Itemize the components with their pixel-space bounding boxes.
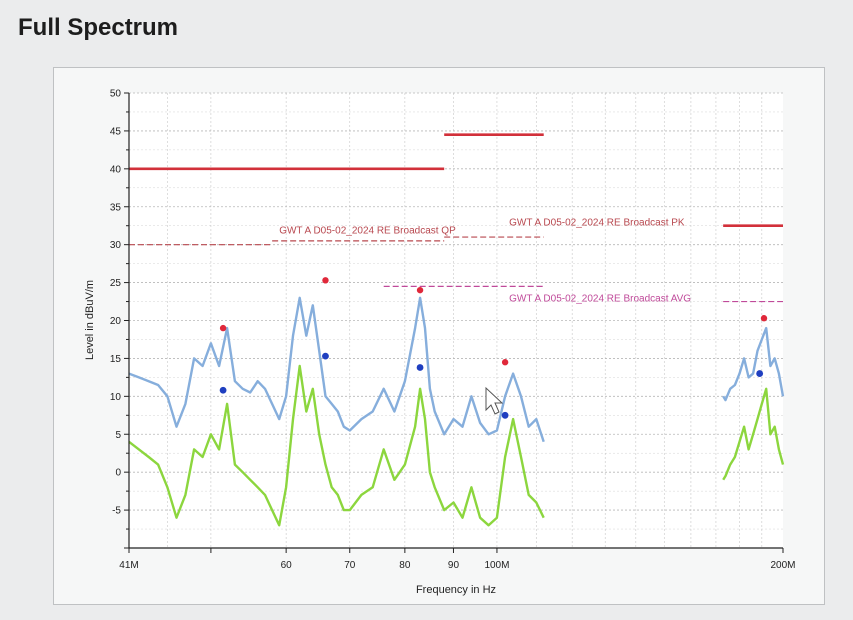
- grid: [129, 92, 783, 549]
- limit-lines: [129, 133, 783, 303]
- average-marker: [416, 364, 424, 371]
- plot-area: [129, 93, 783, 548]
- peak-marker: [416, 286, 424, 294]
- y-tick-label: -5: [112, 506, 121, 517]
- x-tick-label: 100M: [484, 560, 509, 571]
- y-tick-label: 40: [110, 164, 122, 175]
- y-tick-label: 45: [110, 126, 122, 137]
- x-axis-title: Frequency in Hz: [416, 584, 496, 596]
- y-axis-title: Level in dBuV/m: [84, 280, 96, 360]
- average-trace: [128, 364, 545, 527]
- y-tick-label: 10: [110, 392, 122, 403]
- y-tick-label: 15: [110, 354, 122, 365]
- x-tick-label: 200M: [770, 560, 795, 571]
- average-trace: [722, 387, 785, 481]
- x-tick-label: 60: [281, 560, 293, 571]
- peak-trace: [128, 296, 545, 443]
- average-marker: [756, 370, 764, 377]
- annotations: GWT A D05-02_2024 RE Broadcast QP GWT A D…: [279, 218, 691, 305]
- peak-trace: [722, 326, 785, 402]
- traces: [128, 296, 785, 527]
- peak-marker: [219, 324, 227, 332]
- x-tick-label: 41M: [119, 560, 138, 571]
- peak-marker: [501, 359, 509, 366]
- limit-annotation: GWT A D05-02_2024 RE Broadcast QP: [279, 225, 456, 236]
- y-tick-label: 20: [110, 316, 122, 327]
- x-tick-label: 90: [448, 560, 460, 571]
- limit-annotation: GWT A D05-02_2024 RE Broadcast AVG: [509, 294, 691, 305]
- y-tick-label: 35: [110, 202, 122, 213]
- average-marker: [219, 386, 227, 394]
- average-marker: [322, 352, 329, 360]
- y-tick-label: 30: [110, 240, 122, 251]
- axes: -5 0 5 10 15 20 25 30 35 40 45 50 41M 60 70 80 90 100M 200…: [110, 89, 796, 572]
- y-tick-label: 25: [110, 278, 122, 289]
- limit-annotation: GWT A D05-02_2024 RE Broadcast PK: [509, 218, 685, 229]
- x-tick-label: 80: [399, 560, 411, 571]
- x-tick-label: 70: [344, 560, 356, 571]
- peak-marker: [322, 277, 329, 284]
- page-heading: Full Spectrum: [18, 14, 179, 41]
- y-tick-label: 0: [115, 468, 121, 479]
- peak-marker: [760, 315, 768, 322]
- y-tick-label: 5: [115, 430, 121, 441]
- mouse-pointer-icon: [485, 386, 504, 415]
- average-marker: [501, 411, 509, 419]
- y-tick-label: 50: [110, 89, 122, 100]
- markers: [219, 277, 768, 419]
